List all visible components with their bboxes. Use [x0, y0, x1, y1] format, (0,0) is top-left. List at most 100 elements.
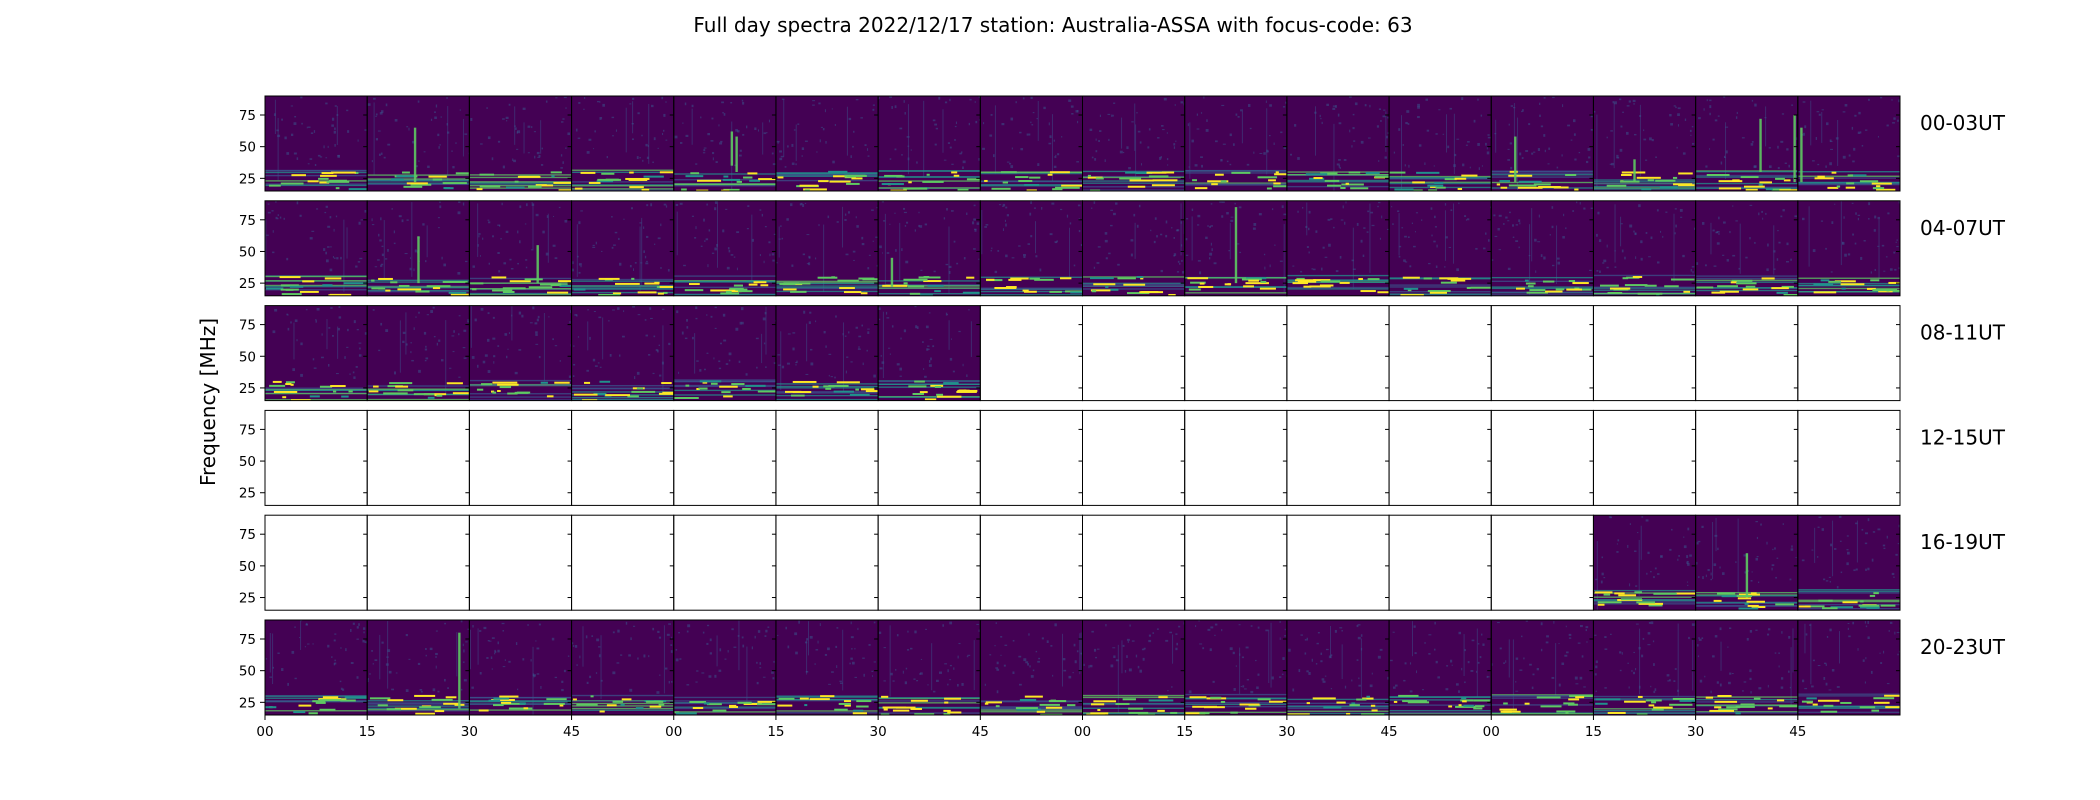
- y-tick-label: 25: [239, 171, 256, 187]
- spectrogram-panel: [1593, 96, 1696, 191]
- radio-burst: [417, 236, 420, 284]
- panel-frame: [1490, 514, 1594, 611]
- spectrogram-panel: [1491, 200, 1594, 296]
- spectrogram-panel: [1797, 96, 1900, 191]
- spectrogram-panel: [1797, 200, 1900, 296]
- spectrogram-panel: [1695, 200, 1801, 296]
- panel-frame: [468, 409, 573, 506]
- radio-burst: [1800, 127, 1803, 183]
- spectrogram-panel: [878, 96, 991, 191]
- spectrogram-panel: [1389, 96, 1492, 191]
- panel-row-08-11UT: 25 50 75 08-11UT: [239, 305, 2006, 402]
- panel-frame: [673, 514, 777, 611]
- x-tick-label: 30: [1687, 724, 1704, 740]
- x-tick-label: 15: [359, 724, 376, 740]
- radio-burst: [1633, 159, 1636, 183]
- spectrogram-panel: [1082, 620, 1187, 715]
- spectrogram-panel: [1695, 96, 1805, 191]
- panel-frame: [1388, 514, 1492, 611]
- panel-row-00-03UT: 25 50 75 00-03UT: [239, 95, 2006, 192]
- panel-frame: [1184, 409, 1288, 506]
- spectrogram-panel: [367, 305, 476, 401]
- spectrogram-panel: [469, 200, 577, 296]
- panel-frame: [1797, 200, 1901, 297]
- y-tick-label: 75: [239, 422, 256, 438]
- spectrogram-panel: [469, 96, 578, 191]
- spectrogram-panel: [1082, 200, 1185, 296]
- y-tick-label: 25: [239, 486, 256, 502]
- x-tick-label: 00: [1074, 724, 1091, 740]
- spectrogram-panel: [1389, 200, 1493, 296]
- spectrogram-panel: [1286, 200, 1397, 296]
- panel-frame: [1797, 95, 1901, 192]
- spectrogram-panel: [1082, 96, 1185, 191]
- x-tick-label: 15: [767, 724, 784, 740]
- spectrogram-panel: [1491, 96, 1594, 191]
- spectrogram-panel: [673, 96, 779, 191]
- radio-burst: [1234, 207, 1238, 284]
- spectrogram-panel: [367, 620, 470, 715]
- x-tick-label: 45: [972, 724, 989, 740]
- panel-frame: [775, 514, 879, 611]
- panel-row-12-15UT: 25 50 75 12-15UT: [239, 409, 2006, 506]
- radio-burst: [1745, 553, 1749, 598]
- spectrogram-panel: [265, 305, 368, 401]
- panel-frame: [1082, 305, 1186, 402]
- spectrogram-panel: [469, 620, 572, 715]
- spectrogram-panel: [775, 200, 880, 296]
- panel-frame: [877, 409, 981, 506]
- spectrogram-panel: [673, 305, 781, 401]
- y-tick-label: 75: [239, 108, 256, 124]
- spectrogram-panel: [571, 620, 674, 715]
- x-tick-label: 30: [870, 724, 887, 740]
- panel-frame: [366, 514, 470, 611]
- spectrogram-panel: [367, 96, 480, 191]
- panel-row-20-23UT: 25 50 75 20-23UT: [239, 619, 2006, 716]
- panel-frame: [979, 409, 1083, 506]
- y-tick-label: 50: [239, 140, 256, 156]
- panel-frame: [1184, 514, 1288, 611]
- panel-frame: [1184, 305, 1288, 402]
- spectrogram-panel: [878, 200, 984, 296]
- y-tick-label: 50: [239, 664, 256, 680]
- panel-frame: [264, 514, 368, 611]
- spectrogram-panel: [673, 620, 782, 715]
- panel-frame: [979, 305, 1083, 402]
- panel-frame: [877, 514, 981, 611]
- radio-burst: [730, 131, 734, 166]
- panel-frame: [1592, 409, 1697, 506]
- spectrogram-panel: [367, 200, 475, 296]
- y-tick-label: 75: [239, 213, 256, 229]
- spectrogram-panel: [1593, 200, 1696, 296]
- row-time-label: 04-07UT: [1920, 216, 2006, 240]
- x-tick-label: 00: [665, 724, 682, 740]
- y-tick-label: 25: [239, 695, 256, 711]
- y-tick-label: 25: [239, 591, 256, 607]
- spectrogram-panel: [571, 96, 676, 191]
- panel-frame: [1592, 305, 1697, 402]
- panel-frame: [468, 514, 573, 611]
- spectrogram-panel: [1389, 620, 1492, 715]
- spectrogram-panel: [775, 305, 884, 401]
- spectrogram-panel: [878, 305, 981, 401]
- panel-frame: [1695, 409, 1799, 506]
- panel-frame: [1286, 409, 1390, 506]
- y-tick-label: 50: [239, 454, 256, 470]
- spectrogram-panel: [1593, 515, 1701, 611]
- x-tick-label: 30: [1278, 724, 1295, 740]
- spectrogram-panel: [1286, 96, 1399, 191]
- row-time-label: 08-11UT: [1920, 321, 2006, 345]
- panel-row-16-19UT: 25 50 75 16-19UT: [239, 514, 2006, 611]
- spectrogram-panel: [1491, 620, 1594, 715]
- x-tick-label: 00: [256, 724, 273, 740]
- spectrogram-panel: [673, 200, 777, 296]
- panel-frame: [775, 409, 879, 506]
- row-time-label: 20-23UT: [1920, 635, 2006, 659]
- x-tick-label: 45: [563, 724, 580, 740]
- spectrogram-panel: [469, 305, 574, 401]
- panel-frame: [1797, 619, 1901, 716]
- panel-frame: [673, 409, 777, 506]
- spectrogram-panel: [1184, 620, 1289, 715]
